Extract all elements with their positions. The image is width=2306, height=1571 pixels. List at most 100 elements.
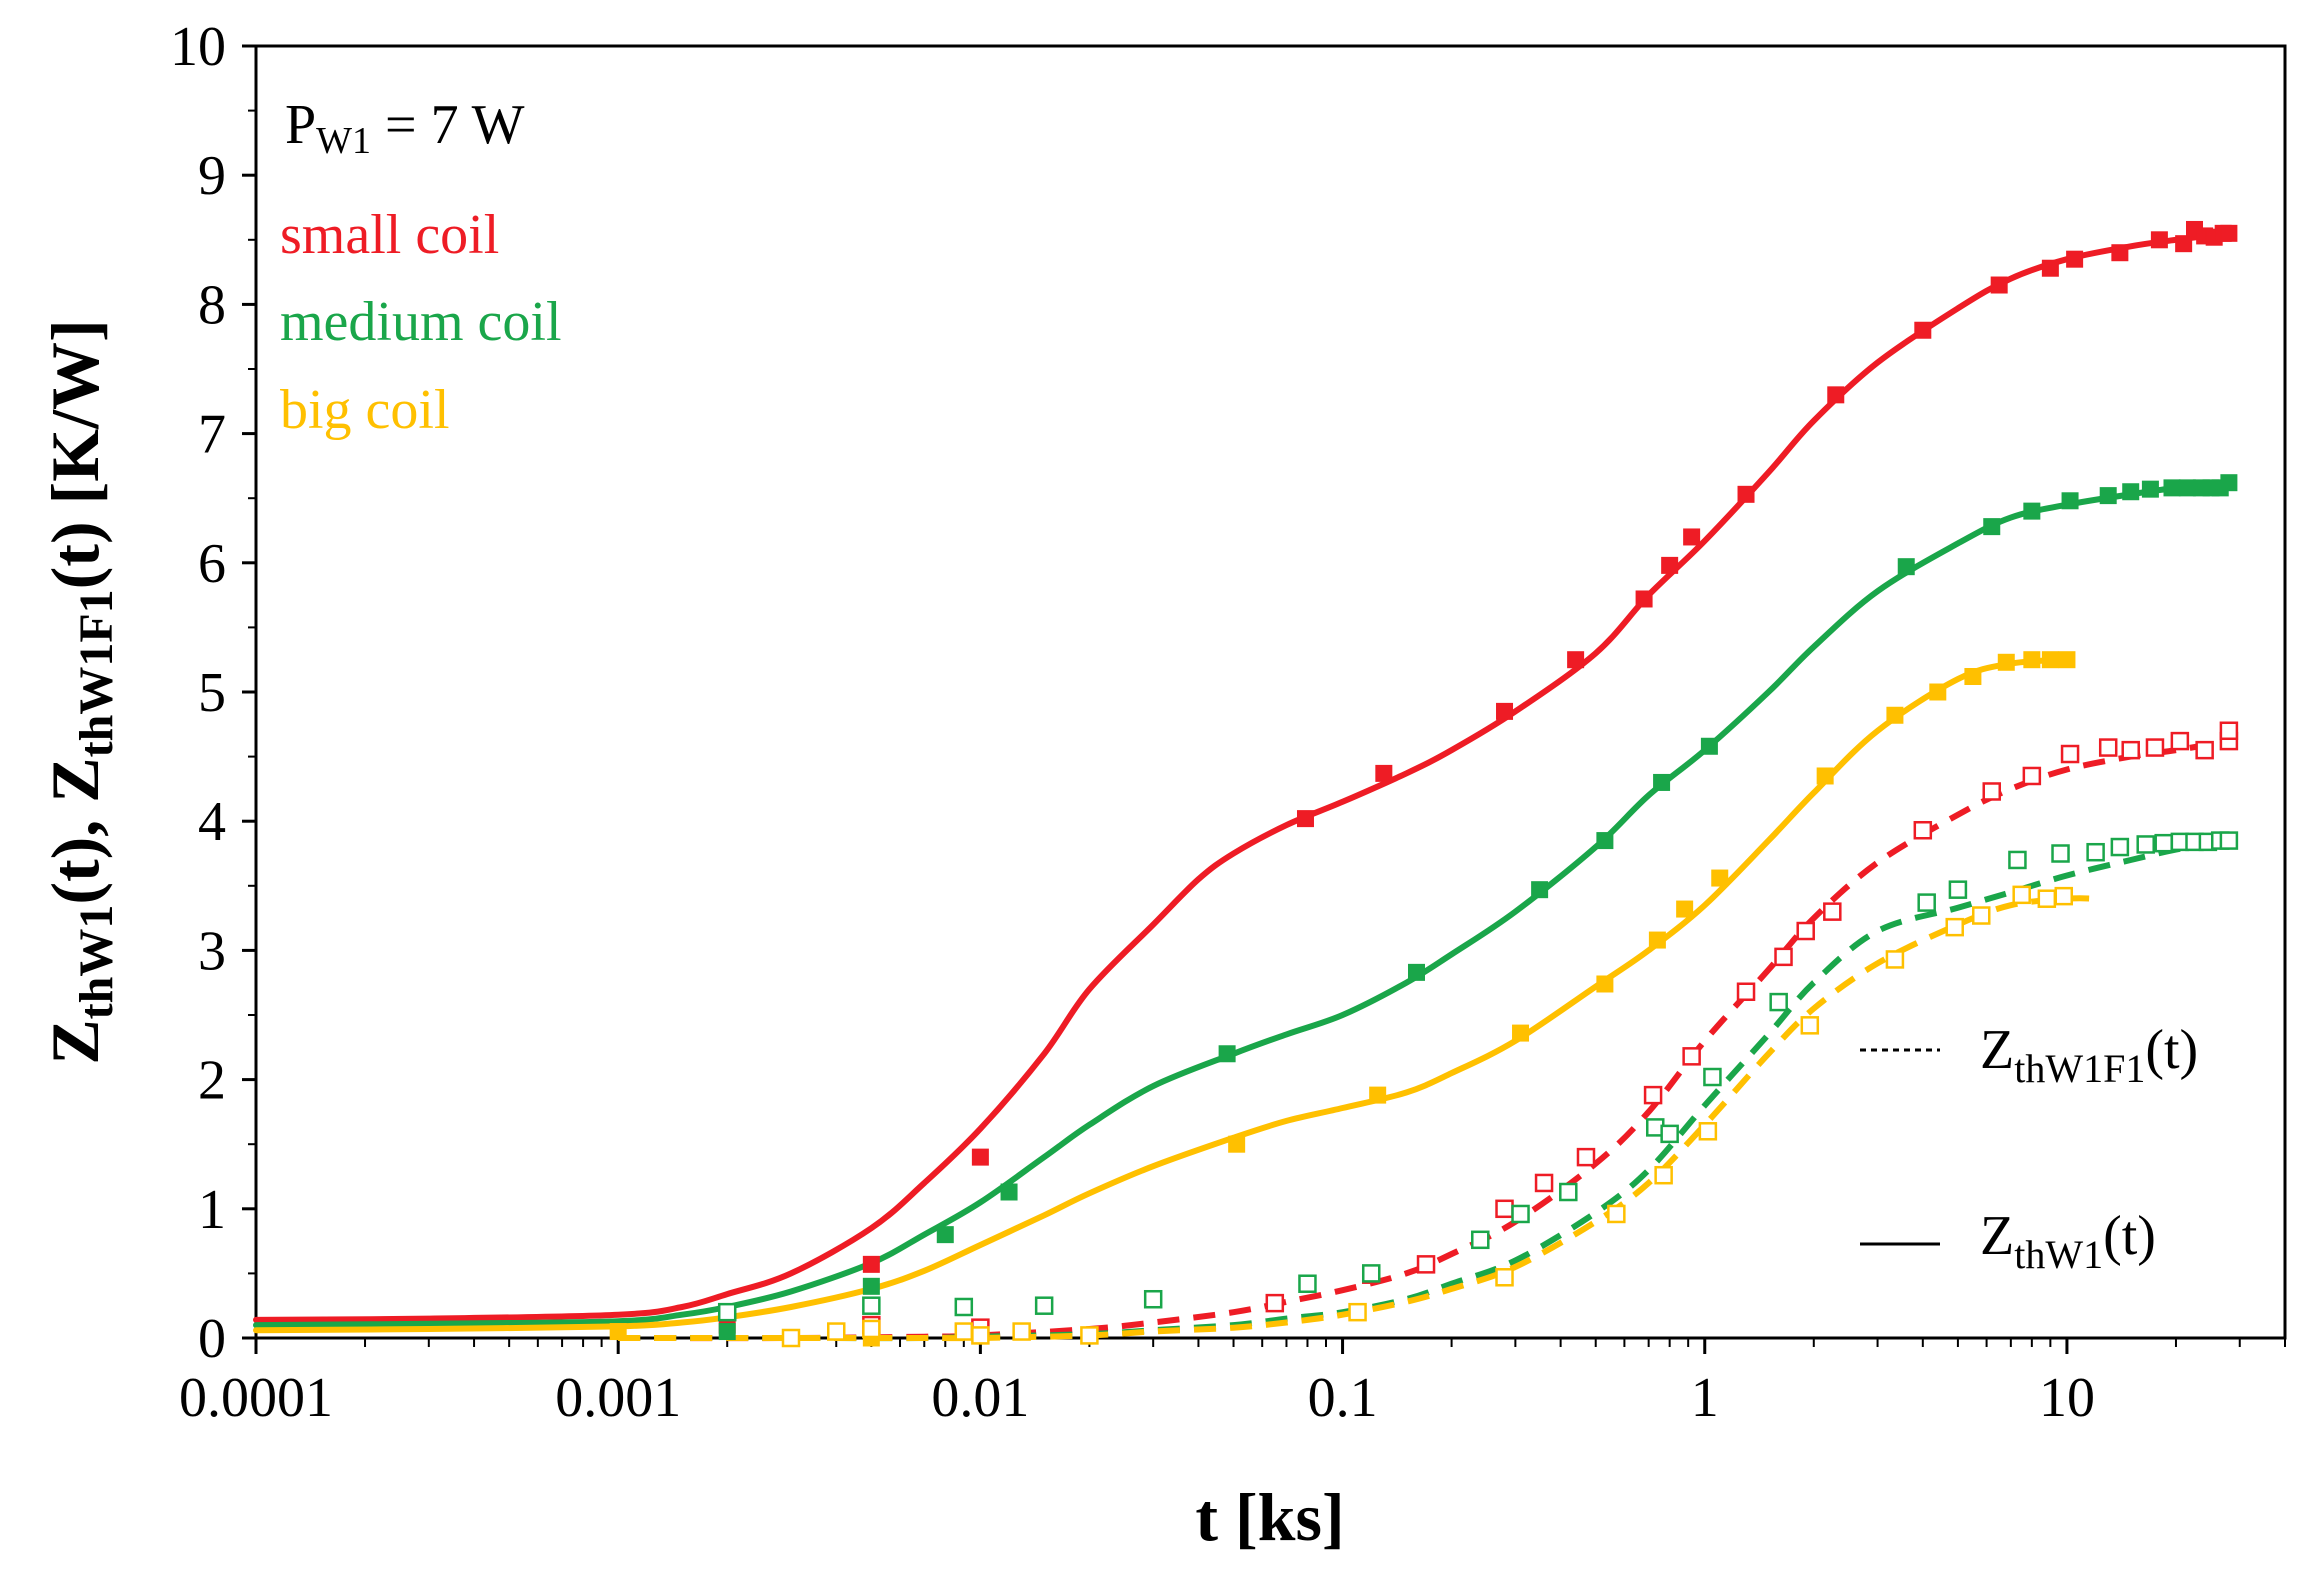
legend-dashed-sub: thW1F1 bbox=[2014, 1046, 2145, 1091]
data-point bbox=[2121, 740, 2140, 760]
data-point bbox=[954, 1297, 974, 1317]
data-point bbox=[1982, 782, 2001, 801]
data-point bbox=[862, 1255, 880, 1273]
data-point bbox=[2220, 474, 2238, 492]
data-point bbox=[1471, 1230, 1490, 1250]
data-point bbox=[2099, 487, 2117, 505]
y-axis-title-sub2: thW1F1 bbox=[70, 589, 123, 757]
data-point bbox=[1676, 900, 1694, 918]
data-point bbox=[1660, 1124, 1679, 1144]
y-axis-title-z1: Z bbox=[37, 1019, 113, 1064]
x-axis-title: t [ks] bbox=[1195, 1479, 1344, 1555]
y-tick-label: 7 bbox=[198, 404, 226, 466]
data-point bbox=[2012, 885, 2031, 905]
series-points bbox=[609, 220, 2239, 1348]
data-point bbox=[971, 1148, 989, 1166]
data-point bbox=[2150, 231, 2168, 249]
axis-ticks bbox=[242, 44, 2286, 1354]
data-point bbox=[2122, 483, 2140, 501]
data-point bbox=[862, 1319, 881, 1339]
y-tick-label: 8 bbox=[198, 274, 226, 336]
data-point bbox=[971, 1326, 990, 1345]
y-tick-labels: 0 1 2 3 4 5 6 7 8 9 10 bbox=[170, 16, 226, 1370]
x-tick-label: 0.01 bbox=[931, 1367, 1029, 1429]
data-point bbox=[1661, 556, 1679, 574]
legend-small-coil: small coil bbox=[280, 204, 499, 266]
data-point bbox=[609, 1323, 627, 1341]
data-point bbox=[1265, 1293, 1285, 1313]
data-point bbox=[1495, 1268, 1514, 1287]
data-point bbox=[2136, 835, 2155, 854]
data-point bbox=[2141, 480, 2159, 498]
legend-dashed-label: ZthW1F1(t) bbox=[1980, 1019, 2198, 1091]
data-point bbox=[1990, 276, 2008, 294]
y-tick-label: 2 bbox=[198, 1050, 226, 1112]
data-point bbox=[717, 1302, 737, 1322]
data-point bbox=[1298, 1274, 1317, 1293]
legend-dashed-rest: (t) bbox=[2145, 1019, 2198, 1081]
data-point bbox=[2110, 837, 2130, 857]
data-point bbox=[2041, 651, 2059, 669]
data-point bbox=[2195, 740, 2214, 760]
data-point bbox=[2220, 224, 2238, 242]
data-point bbox=[1567, 651, 1585, 669]
data-point bbox=[2170, 731, 2190, 751]
data-point bbox=[1914, 321, 1932, 339]
data-point bbox=[1796, 921, 1815, 941]
data-point bbox=[2086, 842, 2105, 862]
data-point bbox=[1511, 1204, 1530, 1224]
data-point bbox=[1897, 558, 1915, 576]
data-point bbox=[1012, 1322, 1031, 1341]
y-axis-title-sub1: thW1 bbox=[70, 905, 123, 1020]
data-point bbox=[2219, 831, 2239, 850]
data-point bbox=[1682, 1047, 1701, 1066]
data-point bbox=[1348, 1302, 1367, 1322]
data-point bbox=[1296, 810, 1314, 828]
data-point bbox=[1218, 1045, 1236, 1063]
data-point bbox=[1596, 975, 1614, 993]
series-line-2 bbox=[253, 656, 2070, 1334]
y-tick-label: 10 bbox=[170, 16, 226, 78]
data-point bbox=[1964, 667, 1982, 685]
data-point bbox=[781, 1328, 801, 1348]
data-point bbox=[1607, 1204, 1626, 1224]
x-tick-label: 0.0001 bbox=[179, 1367, 333, 1429]
data-point bbox=[1495, 1199, 1514, 1219]
data-point bbox=[1816, 767, 1834, 785]
data-point bbox=[1496, 702, 1514, 720]
data-point bbox=[1997, 653, 2015, 671]
data-point bbox=[1886, 706, 1904, 724]
data-point bbox=[1929, 683, 1947, 701]
data-point bbox=[1559, 1182, 1578, 1202]
data-point bbox=[1643, 1085, 1663, 1105]
data-point bbox=[826, 1322, 846, 1341]
data-point bbox=[1654, 1165, 1673, 1185]
data-point bbox=[1737, 485, 1755, 503]
legend-solid-label: ZthW1(t) bbox=[1980, 1205, 2156, 1277]
power-annotation-value: = 7 W bbox=[371, 94, 525, 156]
data-point bbox=[1000, 1183, 1018, 1201]
data-point bbox=[1653, 773, 1671, 791]
data-point bbox=[1700, 737, 1718, 755]
y-axis-title-mid1: (t), bbox=[37, 803, 113, 905]
data-point bbox=[718, 1323, 736, 1341]
legend-solid-rest: (t) bbox=[2103, 1205, 2156, 1267]
legend-big-coil: big coil bbox=[280, 379, 450, 441]
data-point bbox=[1375, 764, 1393, 782]
data-point bbox=[1917, 893, 1936, 912]
y-tick-label: 4 bbox=[198, 791, 226, 853]
data-point bbox=[1531, 881, 1549, 899]
data-point bbox=[1635, 590, 1653, 608]
data-point bbox=[1369, 1086, 1387, 1104]
data-point bbox=[2058, 651, 2076, 669]
data-point bbox=[2023, 651, 2041, 669]
data-point bbox=[1885, 950, 1905, 969]
data-point bbox=[2008, 850, 2027, 870]
data-point bbox=[1576, 1147, 1596, 1167]
data-point bbox=[1823, 902, 1842, 921]
data-point bbox=[2111, 244, 2129, 262]
data-point bbox=[2154, 833, 2173, 853]
data-point bbox=[1648, 931, 1666, 949]
